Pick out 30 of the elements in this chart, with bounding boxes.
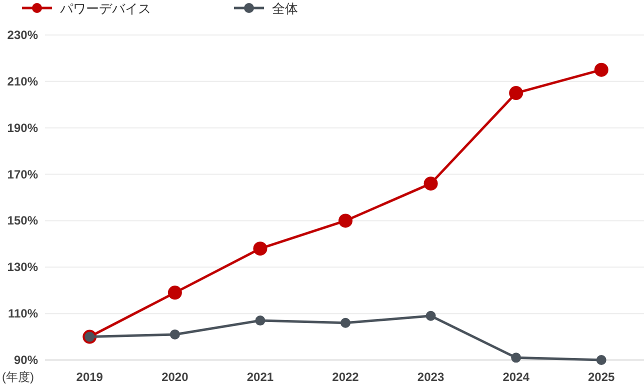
x-axis-title: (年度) xyxy=(2,370,34,384)
point xyxy=(338,214,352,228)
point xyxy=(596,355,606,365)
y-tick-label: 210% xyxy=(7,74,38,88)
x-tick-label: 2019 xyxy=(76,370,104,384)
y-tick-label: 170% xyxy=(7,167,38,182)
x-tick-label: 2024 xyxy=(502,370,530,384)
x-tick-label: 2025 xyxy=(588,370,616,384)
x-tick-label: 2021 xyxy=(246,370,274,384)
y-tick-label: 230% xyxy=(7,28,38,42)
x-tick-label: 2022 xyxy=(332,370,360,384)
point xyxy=(509,86,524,100)
point xyxy=(340,318,350,328)
legend-label: パワーデバイス xyxy=(59,1,151,16)
point xyxy=(594,62,608,77)
point xyxy=(170,329,180,340)
point xyxy=(253,242,268,256)
y-tick-label: 110% xyxy=(8,306,38,321)
point xyxy=(168,286,182,300)
point xyxy=(511,352,522,363)
x-tick-label: 2023 xyxy=(417,370,444,384)
legend-label: 全体 xyxy=(272,1,298,16)
point xyxy=(255,316,266,326)
x-tick-label: 2020 xyxy=(162,370,189,384)
point xyxy=(424,176,438,191)
y-tick-label: 190% xyxy=(7,120,38,135)
y-tick-label: 90% xyxy=(14,353,38,367)
y-tick-label: 150% xyxy=(7,214,38,228)
y-tick-label: 130% xyxy=(7,260,38,274)
point xyxy=(426,310,436,321)
